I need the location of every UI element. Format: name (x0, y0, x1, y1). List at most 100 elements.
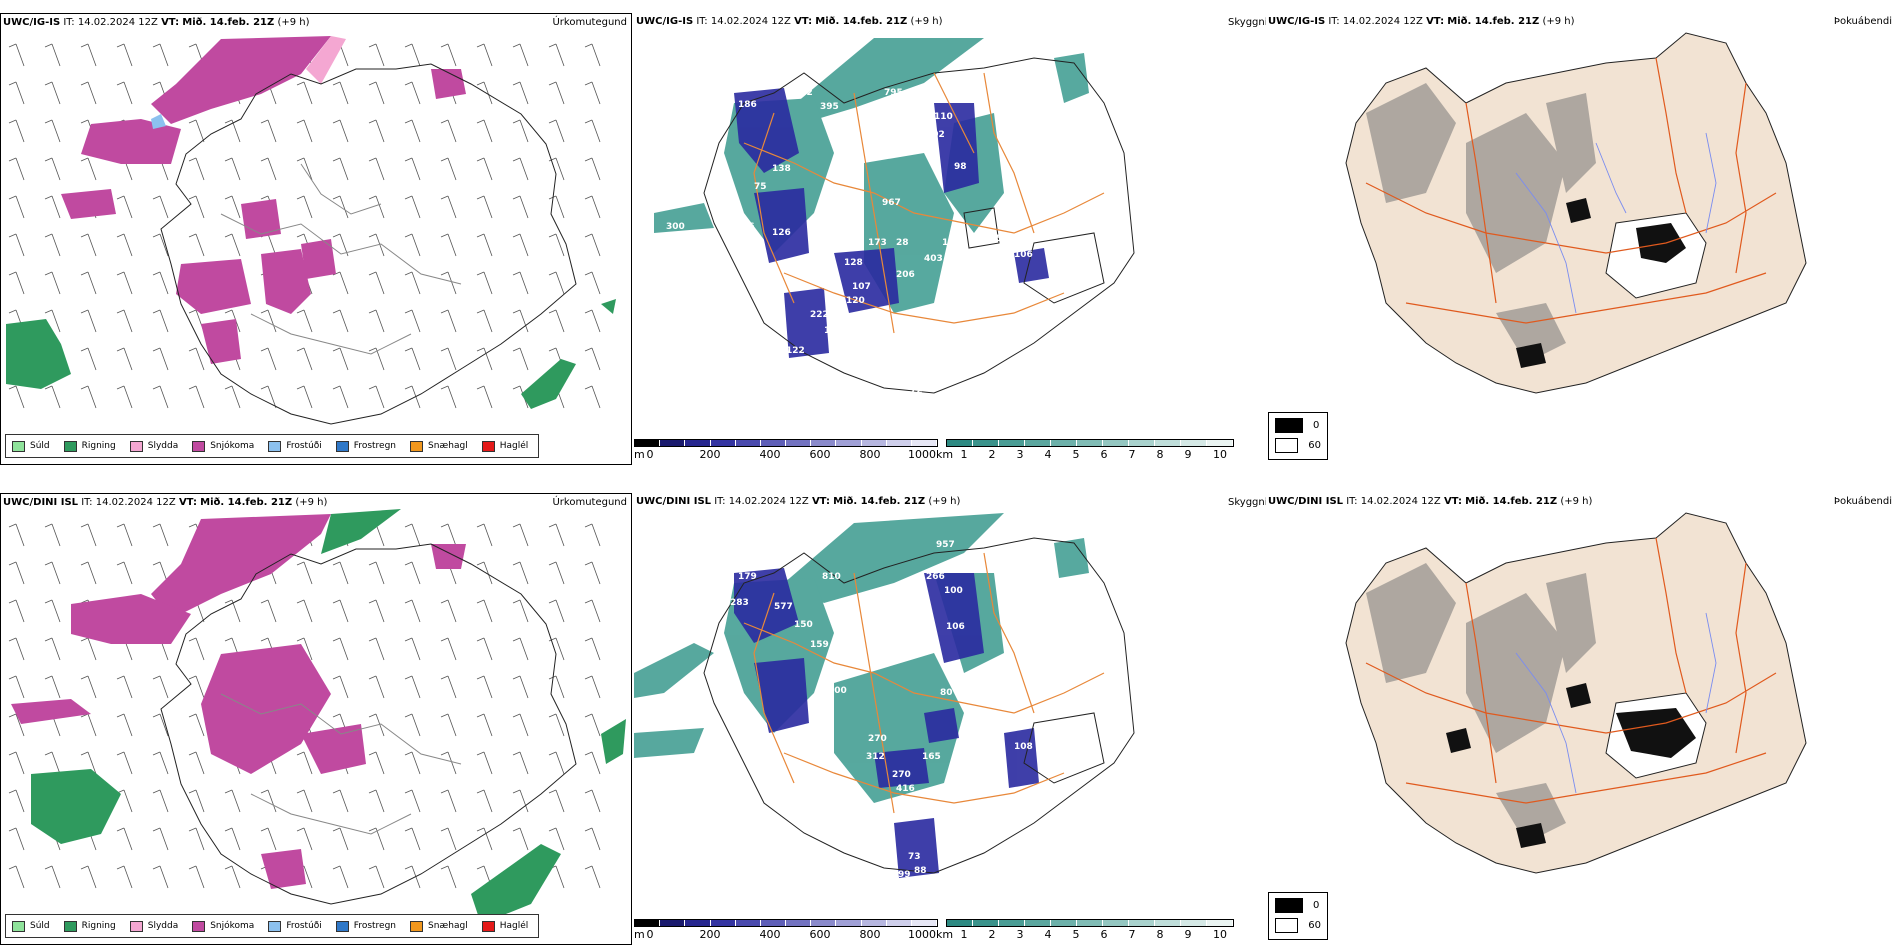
legend-label: Frostregn (353, 921, 397, 931)
legend-item-hail: Haglél (481, 440, 529, 452)
wind-barb (512, 713, 529, 737)
panel-title: Úrkomutegund (552, 497, 627, 508)
colorbar-tick: 400 (759, 928, 781, 941)
wind-barb (548, 309, 565, 333)
vis-label: 600 (862, 610, 881, 620)
legend-item-freezing-drizzle: Frostúði (268, 440, 322, 452)
wind-barb (332, 789, 349, 813)
visibility-title: Skyggni (1228, 497, 1268, 508)
wind-barb (80, 309, 97, 333)
colorbar-ticks: km 1 2 3 4 5 6 7 8 9 10 (936, 927, 1234, 941)
legend-swatch (192, 440, 206, 452)
legend-item-rain: Rigning (63, 440, 116, 452)
visibility-labels: 957 179 810 266 283 100 577 600 150 106 … (668, 540, 1033, 880)
colorbar-tick: 1000 (908, 448, 936, 461)
wind-barb (440, 385, 457, 409)
snow-area (151, 36, 331, 124)
colorbar-cells (634, 919, 938, 927)
iceland-coastline (160, 63, 577, 425)
fog-swatch (1275, 418, 1303, 433)
wind-barb (440, 119, 457, 143)
legend-label: Haglél (499, 921, 529, 931)
wind-barb (8, 751, 25, 775)
visibility-colorbar-km: km 1 2 3 4 5 6 7 8 9 10 (936, 439, 1234, 465)
wind-barb (188, 347, 205, 371)
wind-barb (584, 271, 601, 295)
vt-value: Mið. 14.feb. 21Z (200, 497, 293, 508)
fog-gray-areas (1366, 83, 1596, 363)
colorbar-tick: 5 (1072, 928, 1080, 941)
vis-label: 416 (896, 784, 915, 794)
vis-label: 967 (882, 198, 901, 208)
wind-barb (116, 713, 133, 737)
vis-label: 88 (914, 866, 927, 876)
wind-barb (404, 233, 421, 257)
vis-label: 159 (810, 640, 829, 650)
wind-barb (440, 347, 457, 371)
wind-barb (332, 119, 349, 143)
legend-label: Slydda (147, 921, 179, 931)
wind-barb (116, 865, 133, 889)
wind-barb (368, 637, 385, 661)
wind-barb (8, 827, 25, 851)
wind-barb (584, 81, 601, 105)
wind-barb (8, 81, 25, 105)
vis-label: 58 (996, 234, 1009, 244)
colorbar-tick: 10 (1213, 448, 1227, 461)
legend-swatch (12, 440, 25, 452)
wind-barb (512, 751, 529, 775)
rain-area (6, 319, 71, 389)
snow-area (431, 544, 466, 569)
vis-label: 98 (954, 162, 967, 172)
wind-barb (512, 789, 529, 813)
wind-barb (188, 637, 205, 661)
legend-label: Snæhagl (428, 921, 468, 931)
legend-swatch (410, 920, 424, 932)
vis-label: 283 (730, 598, 749, 608)
wind-barb (332, 599, 349, 623)
legend-swatch (268, 920, 282, 932)
wind-barb (152, 233, 169, 257)
wind-barb (80, 523, 97, 547)
fog-legend-item: 60 (1275, 438, 1321, 453)
fog-legend-label: 0 (1313, 900, 1320, 911)
wind-barb (296, 195, 313, 219)
wind-barb (188, 827, 205, 851)
wind-barb (548, 751, 565, 775)
colorbar-tick: 400 (759, 448, 781, 461)
wind-barb (512, 157, 529, 181)
wind-barb (188, 865, 205, 889)
wind-barb (404, 43, 421, 67)
wind-barb (116, 523, 133, 547)
roads (1365, 57, 1777, 324)
it-label: IT: (1328, 16, 1340, 27)
visibility-colorbar-m: m 0 200 400 600 800 1000 (634, 439, 938, 465)
wind-barb (8, 271, 25, 295)
wind-barb (404, 865, 421, 889)
wind-barb (440, 675, 457, 699)
wind-barb (584, 827, 601, 851)
legend-label: Súld (30, 441, 50, 451)
fog-legend-item: 0 (1275, 418, 1321, 433)
model-name: UWC/DINI ISL (1268, 496, 1344, 507)
vis-label: 810 (822, 572, 841, 582)
wind-barb (584, 347, 601, 371)
wind-barb (440, 309, 457, 333)
vis-label: 76 (688, 706, 701, 716)
wind-barb (332, 865, 349, 889)
legend-label: Haglél (499, 441, 529, 451)
it-value: 14.02.2024 12Z (95, 497, 176, 508)
rain-area (471, 844, 561, 924)
colorbar-unit: m (634, 448, 645, 461)
wind-barb (80, 713, 97, 737)
wind-barb (188, 675, 205, 699)
colorbar-cells (634, 439, 938, 447)
wind-barb (332, 385, 349, 409)
snow-area (71, 594, 191, 644)
wind-barb (404, 157, 421, 181)
wind-barb (116, 751, 133, 775)
vis-label: 80 (940, 688, 953, 698)
wind-barb (512, 523, 529, 547)
colorbar-tick: 1 (960, 448, 968, 461)
wind-barb (152, 43, 169, 67)
